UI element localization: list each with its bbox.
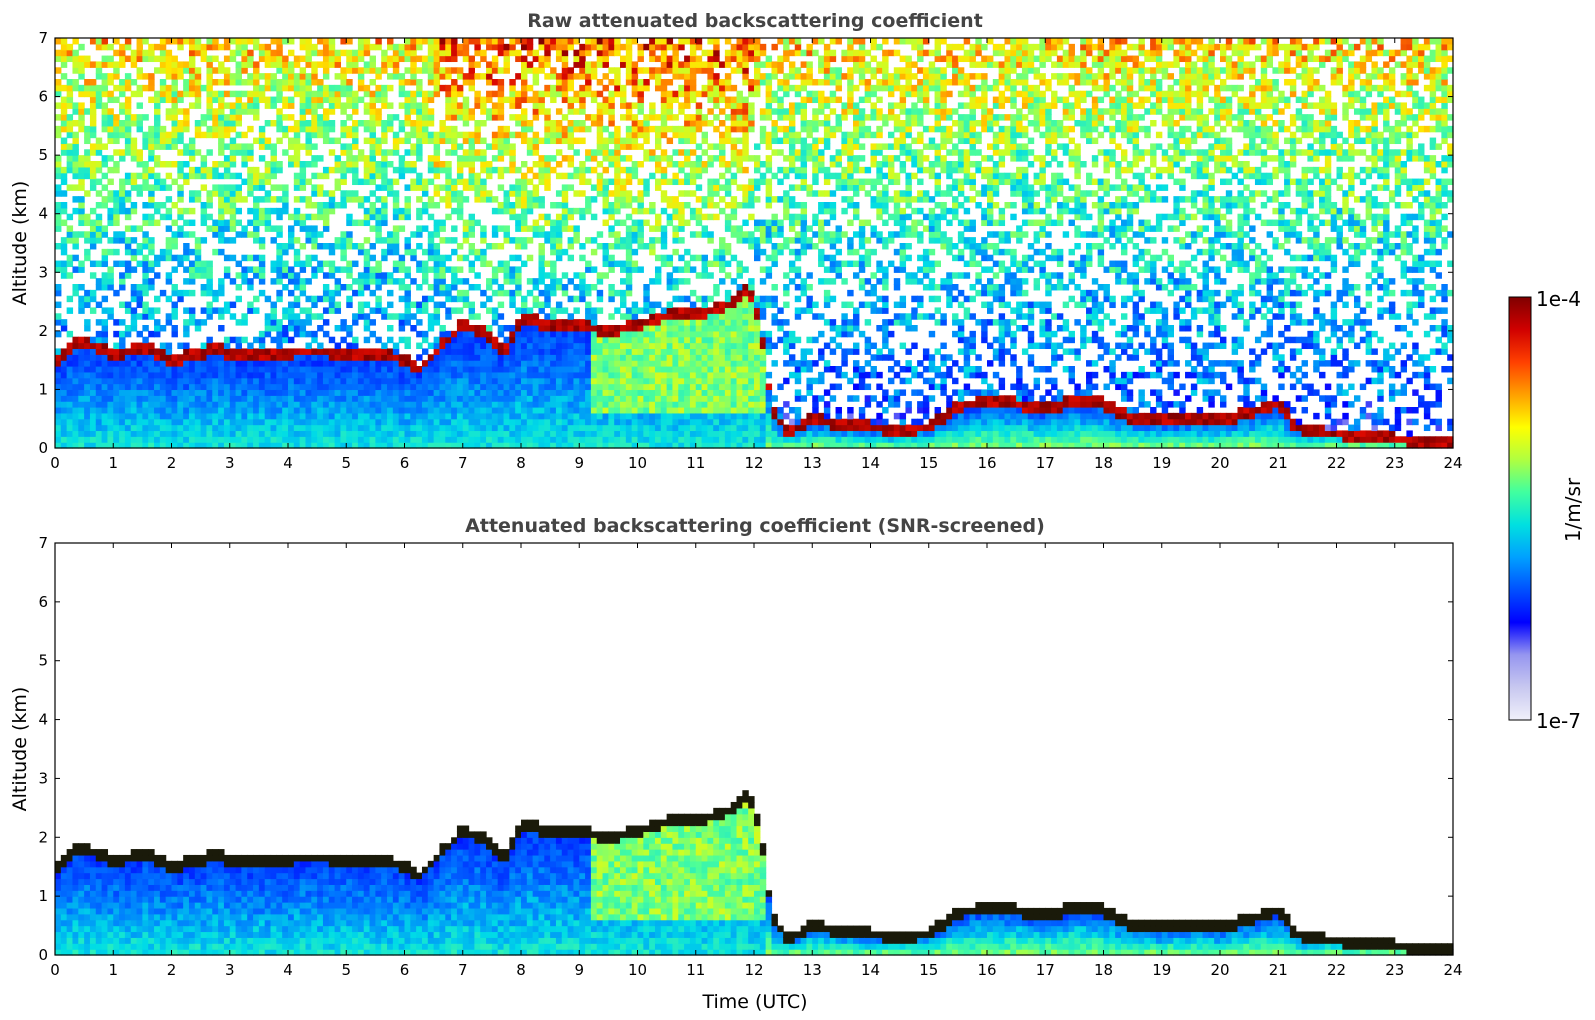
x-tick-label: 0 — [50, 454, 60, 472]
y-tick-label: 2 — [38, 828, 48, 846]
y-tick-label: 4 — [38, 711, 48, 729]
x-tick-label: 18 — [1094, 454, 1113, 472]
panel-screened-title: Attenuated backscattering coefficient (S… — [465, 515, 1045, 537]
x-tick-label: 3 — [225, 454, 235, 472]
x-tick-label: 1 — [108, 961, 118, 979]
x-tick-label: 9 — [574, 454, 584, 472]
x-tick-label: 15 — [919, 961, 938, 979]
x-tick-label: 16 — [977, 961, 996, 979]
x-tick-label: 4 — [283, 454, 293, 472]
x-tick-label: 21 — [1269, 961, 1288, 979]
x-tick-label: 22 — [1327, 961, 1346, 979]
y-tick-label: 3 — [38, 263, 48, 281]
x-tick-label: 2 — [167, 454, 177, 472]
panel-screened-x-ticks: 0 1 2 3 4 5 6 7 8 9 10 11 12 13 14 15 16 17 18 19 20 21 22 23 24 — [50, 543, 1463, 979]
y-tick-label: 0 — [38, 946, 48, 964]
x-tick-label: 1 — [108, 454, 118, 472]
x-tick-label: 24 — [1443, 454, 1462, 472]
panel-screened-x-axis-label: Time (UTC) — [701, 991, 807, 1013]
x-tick-label: 13 — [803, 961, 822, 979]
x-tick-label: 5 — [341, 454, 351, 472]
colorbar-min-label: 1e-7 — [1536, 709, 1581, 733]
x-tick-label: 16 — [977, 454, 996, 472]
x-tick-label: 7 — [458, 961, 468, 979]
y-tick-label: 6 — [38, 593, 48, 611]
colorbar-max-label: 1e-4 — [1536, 287, 1581, 311]
x-tick-label: 23 — [1385, 454, 1404, 472]
x-tick-label: 10 — [628, 454, 647, 472]
x-tick-label: 14 — [861, 454, 880, 472]
x-tick-label: 6 — [400, 961, 410, 979]
x-tick-label: 18 — [1094, 961, 1113, 979]
x-tick-label: 11 — [686, 961, 705, 979]
colorbar-unit-label: 1/m/sr — [1561, 477, 1585, 542]
x-tick-label: 6 — [400, 454, 410, 472]
panel-raw-y-axis-label: Altitude (km) — [9, 181, 31, 306]
x-tick-label: 15 — [919, 454, 938, 472]
y-tick-label: 7 — [38, 534, 48, 552]
x-tick-label: 7 — [458, 454, 468, 472]
x-tick-label: 14 — [861, 961, 880, 979]
x-tick-label: 11 — [686, 454, 705, 472]
x-tick-label: 22 — [1327, 454, 1346, 472]
panel-screened-heatmap — [55, 543, 1454, 956]
x-tick-label: 5 — [341, 961, 351, 979]
panel-raw-x-ticks: 0 1 2 3 4 5 6 7 8 9 10 11 12 13 14 15 16 17 18 19 20 21 22 23 24 — [50, 38, 1463, 472]
x-tick-label: 20 — [1210, 961, 1229, 979]
colorbar: 1e-4 1e-7 1/m/sr — [1508, 287, 1585, 733]
panel-raw: Raw attenuated backscattering coefficien… — [9, 10, 1463, 472]
x-tick-label: 24 — [1443, 961, 1462, 979]
x-tick-label: 8 — [516, 454, 526, 472]
panel-screened: Attenuated backscattering coefficient (S… — [9, 515, 1463, 1013]
panel-raw-title: Raw attenuated backscattering coefficien… — [527, 10, 983, 32]
x-tick-label: 4 — [283, 961, 293, 979]
panel-raw-y-ticks: 0 1 2 3 4 5 6 7 — [38, 29, 1453, 457]
x-tick-label: 8 — [516, 961, 526, 979]
y-tick-label: 6 — [38, 88, 48, 106]
y-tick-label: 4 — [38, 205, 48, 223]
y-tick-label: 2 — [38, 322, 48, 340]
x-tick-label: 20 — [1210, 454, 1229, 472]
x-tick-label: 10 — [628, 961, 647, 979]
x-tick-label: 19 — [1152, 961, 1171, 979]
x-tick-label: 17 — [1036, 454, 1055, 472]
colorbar-gradient — [1508, 296, 1532, 721]
x-tick-label: 2 — [167, 961, 177, 979]
x-tick-label: 0 — [50, 961, 60, 979]
y-tick-label: 3 — [38, 769, 48, 787]
panel-raw-heatmap — [55, 38, 1454, 449]
y-tick-label: 5 — [38, 146, 48, 164]
x-tick-label: 3 — [225, 961, 235, 979]
x-tick-label: 21 — [1269, 454, 1288, 472]
y-tick-label: 5 — [38, 652, 48, 670]
x-tick-label: 17 — [1036, 961, 1055, 979]
x-tick-label: 9 — [574, 961, 584, 979]
y-tick-label: 7 — [38, 29, 48, 47]
panel-screened-y-axis-label: Altitude (km) — [9, 687, 31, 812]
y-tick-label: 1 — [38, 887, 48, 905]
x-tick-label: 12 — [744, 961, 763, 979]
y-tick-label: 0 — [38, 439, 48, 457]
x-tick-label: 19 — [1152, 454, 1171, 472]
x-tick-label: 23 — [1385, 961, 1404, 979]
x-tick-label: 13 — [803, 454, 822, 472]
x-tick-label: 12 — [744, 454, 763, 472]
panel-screened-y-ticks: 0 1 2 3 4 5 6 7 — [38, 534, 1453, 964]
y-tick-label: 1 — [38, 380, 48, 398]
